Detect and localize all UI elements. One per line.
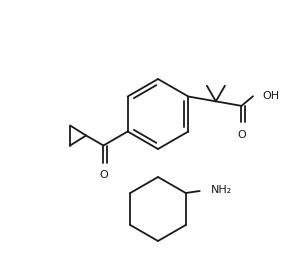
Text: O: O <box>99 170 108 181</box>
Text: O: O <box>237 130 246 140</box>
Text: OH: OH <box>262 91 279 101</box>
Text: NH₂: NH₂ <box>211 185 232 195</box>
